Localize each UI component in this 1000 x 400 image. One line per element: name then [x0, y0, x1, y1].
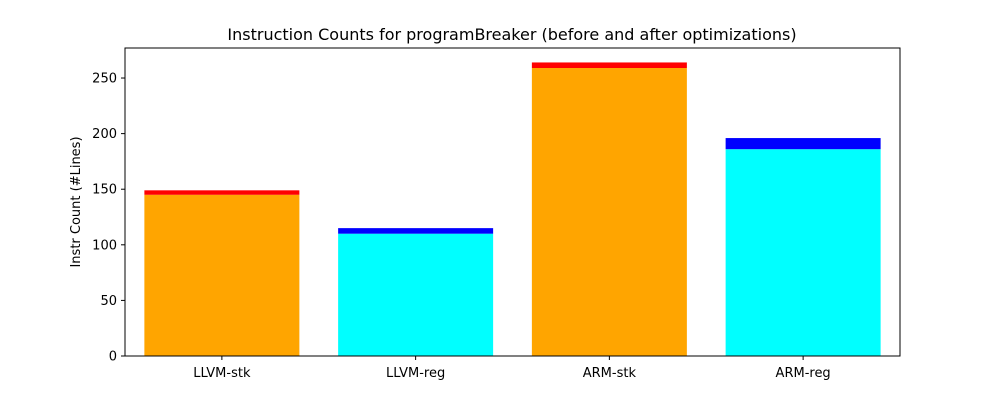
bar-llvm-reg-segment-1: [338, 228, 494, 234]
y-axis-label: Instr Count (#Lines): [69, 136, 84, 267]
bar-arm-stk-segment-1: [531, 62, 687, 69]
chart-title: Instruction Counts for programBreaker (b…: [227, 25, 796, 44]
y-tick-label: 50: [100, 294, 117, 309]
plot-frame: [124, 47, 901, 357]
bar-arm-reg-segment-1: [725, 138, 881, 150]
bars-group: [144, 62, 881, 357]
bar-llvm-stk-segment-1: [144, 190, 300, 195]
y-axis-ticks: 0 50 100 150 200 250: [92, 72, 125, 365]
y-tick-label: 0: [109, 350, 117, 365]
x-tick-label: LLVM-reg: [386, 366, 445, 381]
x-tick-label: LLVM-stk: [193, 366, 251, 381]
bar-arm-reg-segment-0: [725, 149, 881, 356]
y-tick-label: 200: [92, 127, 117, 142]
bar-llvm-stk-segment-0: [144, 194, 300, 356]
bar-arm-stk-segment-0: [531, 68, 687, 357]
x-tick-label: ARM-reg: [776, 366, 831, 381]
bar-llvm-reg-segment-0: [338, 233, 494, 356]
x-tick-label: ARM-stk: [583, 366, 637, 381]
y-tick-label: 150: [92, 183, 117, 198]
x-axis-ticks: LLVM-stk LLVM-reg ARM-stk ARM-reg: [193, 356, 831, 381]
y-tick-label: 100: [92, 238, 117, 253]
y-tick-label: 250: [92, 72, 117, 87]
